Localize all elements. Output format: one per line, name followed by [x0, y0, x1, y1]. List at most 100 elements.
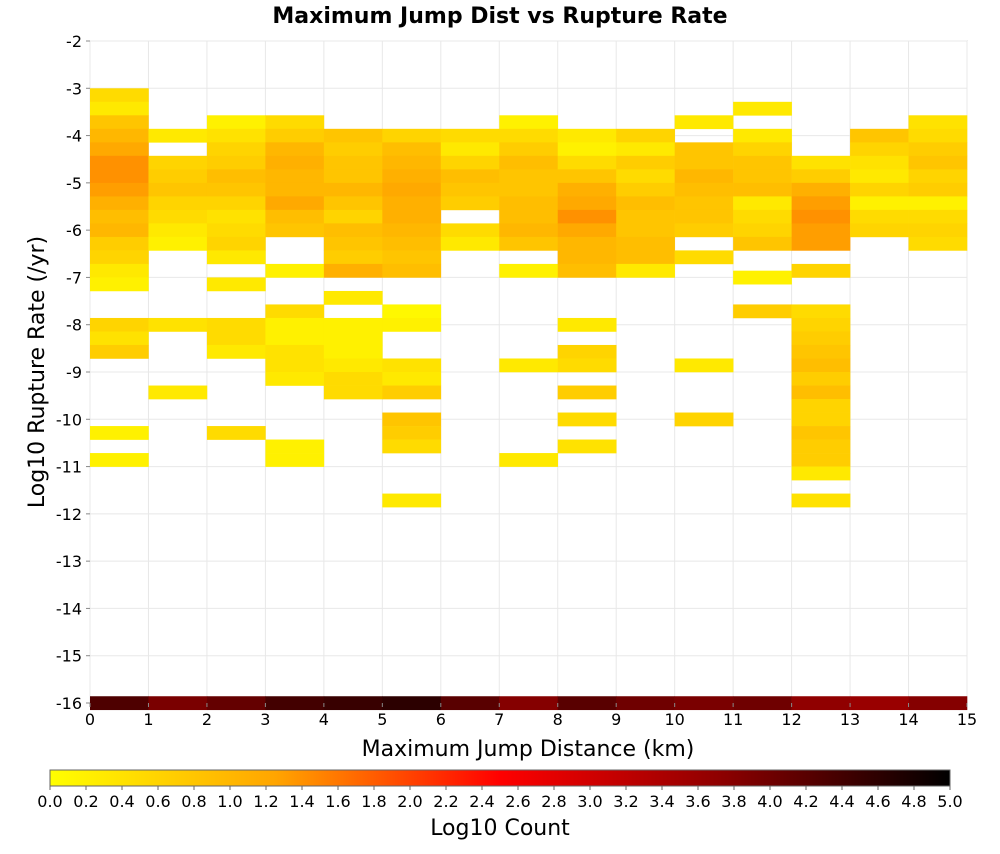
colorbar-tick-label: 0.2 — [73, 792, 98, 811]
x-tick-label: 14 — [898, 710, 918, 729]
heatmap-cell — [791, 439, 851, 454]
heatmap-cell — [791, 412, 851, 427]
heatmap-cell — [265, 128, 325, 143]
heatmap-cell — [791, 331, 851, 346]
heatmap-cell — [382, 439, 442, 454]
y-tick-label: -14 — [56, 599, 82, 618]
x-tick-label: 7 — [494, 710, 504, 729]
heatmap-cell — [382, 696, 442, 711]
heatmap-cell — [440, 182, 500, 197]
y-tick-label: -6 — [66, 221, 82, 240]
colorbar-tick-label: 4.2 — [793, 792, 818, 811]
heatmap-cell — [206, 196, 266, 211]
colorbar-tick-label: 4.6 — [865, 792, 890, 811]
heatmap-cell — [265, 223, 325, 238]
colorbar-label: Log10 Count — [430, 816, 570, 841]
heatmap-cell — [382, 426, 442, 440]
heatmap-cell — [791, 155, 851, 170]
heatmap-cell — [616, 169, 675, 184]
heatmap-cell — [323, 169, 383, 184]
heatmap-cell — [791, 358, 851, 373]
y-axis-ticks: -16 -15 -14 -13 -12 -11 -10 -9 -8 -7 -6 -5 -4 -3 -2 — [56, 32, 90, 713]
heatmap-cell — [440, 155, 500, 170]
heatmap-cell — [616, 236, 675, 251]
heatmap-cell — [440, 169, 500, 184]
colorbar-tick-label: 2.2 — [433, 792, 458, 811]
heatmap-cell — [499, 182, 559, 197]
y-tick-label: -10 — [56, 410, 82, 429]
heatmap-cell — [382, 250, 442, 265]
heatmap-cell — [733, 223, 792, 238]
colorbar-tick-label: 1.0 — [217, 792, 242, 811]
heatmap-cell — [791, 426, 851, 440]
heatmap-cell — [733, 169, 792, 184]
heatmap-cell — [733, 304, 792, 319]
heatmap-cell — [499, 128, 559, 143]
heatmap-cell — [674, 169, 734, 184]
heatmap-cell — [382, 372, 442, 386]
heatmap-cell — [791, 236, 851, 251]
heatmap-cell — [323, 250, 383, 265]
heatmap-cell — [90, 250, 149, 265]
heatmap-cell — [616, 155, 675, 170]
heatmap-cell — [265, 304, 325, 319]
y-tick-label: -2 — [66, 32, 82, 51]
heatmap-cell — [148, 696, 208, 711]
heatmap-cell — [206, 696, 266, 711]
heatmap-cell — [791, 493, 851, 508]
heatmap-cell — [90, 182, 149, 197]
heatmap-cell — [557, 263, 617, 278]
heatmap-cell — [908, 223, 968, 238]
heatmap-cell — [557, 182, 617, 197]
heatmap-cell — [557, 439, 617, 454]
heatmap-cell — [90, 696, 149, 711]
heatmap-cell — [850, 696, 909, 711]
heatmap-cell — [206, 142, 266, 157]
y-tick-label: -13 — [56, 552, 82, 571]
heatmap-cell — [382, 142, 442, 157]
colorbar-tick-label: 0.8 — [181, 792, 206, 811]
heatmap-cell — [557, 169, 617, 184]
x-tick-label: 9 — [611, 710, 621, 729]
heatmap-cell — [90, 88, 149, 103]
heatmap-cell — [440, 142, 500, 157]
heatmap-cell — [733, 155, 792, 170]
heatmap-cell — [499, 263, 559, 278]
colorbar-tick-label: 4.0 — [757, 792, 782, 811]
heatmap-cell — [499, 155, 559, 170]
heatmap-cell — [791, 209, 851, 224]
colorbar-tick-label: 1.6 — [325, 792, 350, 811]
heatmap-cell — [674, 209, 734, 224]
x-tick-label: 1 — [143, 710, 153, 729]
y-tick-label: -16 — [56, 694, 82, 713]
heatmap-cell — [733, 696, 792, 711]
heatmap-cell — [616, 263, 675, 278]
y-tick-label: -11 — [56, 458, 82, 477]
heatmap-cell — [265, 115, 325, 130]
heatmap-cell — [323, 385, 383, 400]
heatmap-cell — [850, 155, 909, 170]
heatmap-cell — [206, 236, 266, 251]
heatmap-cell — [499, 142, 559, 157]
heatmap-cell — [206, 209, 266, 224]
heatmap-cell — [733, 128, 792, 143]
heatmap-cell — [557, 209, 617, 224]
colorbar-tick-label: 2.4 — [469, 792, 494, 811]
heatmap-cell — [382, 236, 442, 251]
heatmap-cell — [557, 250, 617, 265]
y-tick-label: -9 — [66, 363, 82, 382]
heatmap-cell — [850, 142, 909, 157]
heatmap-cell — [791, 263, 851, 278]
heatmap-cell — [440, 196, 500, 211]
heatmap-cell — [206, 115, 266, 130]
heatmap-cell — [323, 290, 383, 305]
heatmap-cell — [791, 304, 851, 319]
colorbar — [49, 769, 951, 787]
heatmap-cell — [674, 412, 734, 427]
heatmap-cell — [557, 317, 617, 332]
heatmap-cell — [674, 250, 734, 265]
x-axis-label: Maximum Jump Distance (km) — [362, 737, 695, 762]
colorbar-tick-label: 4.4 — [829, 792, 854, 811]
heatmap-cell — [148, 317, 208, 332]
heatmap-cell — [206, 426, 266, 440]
